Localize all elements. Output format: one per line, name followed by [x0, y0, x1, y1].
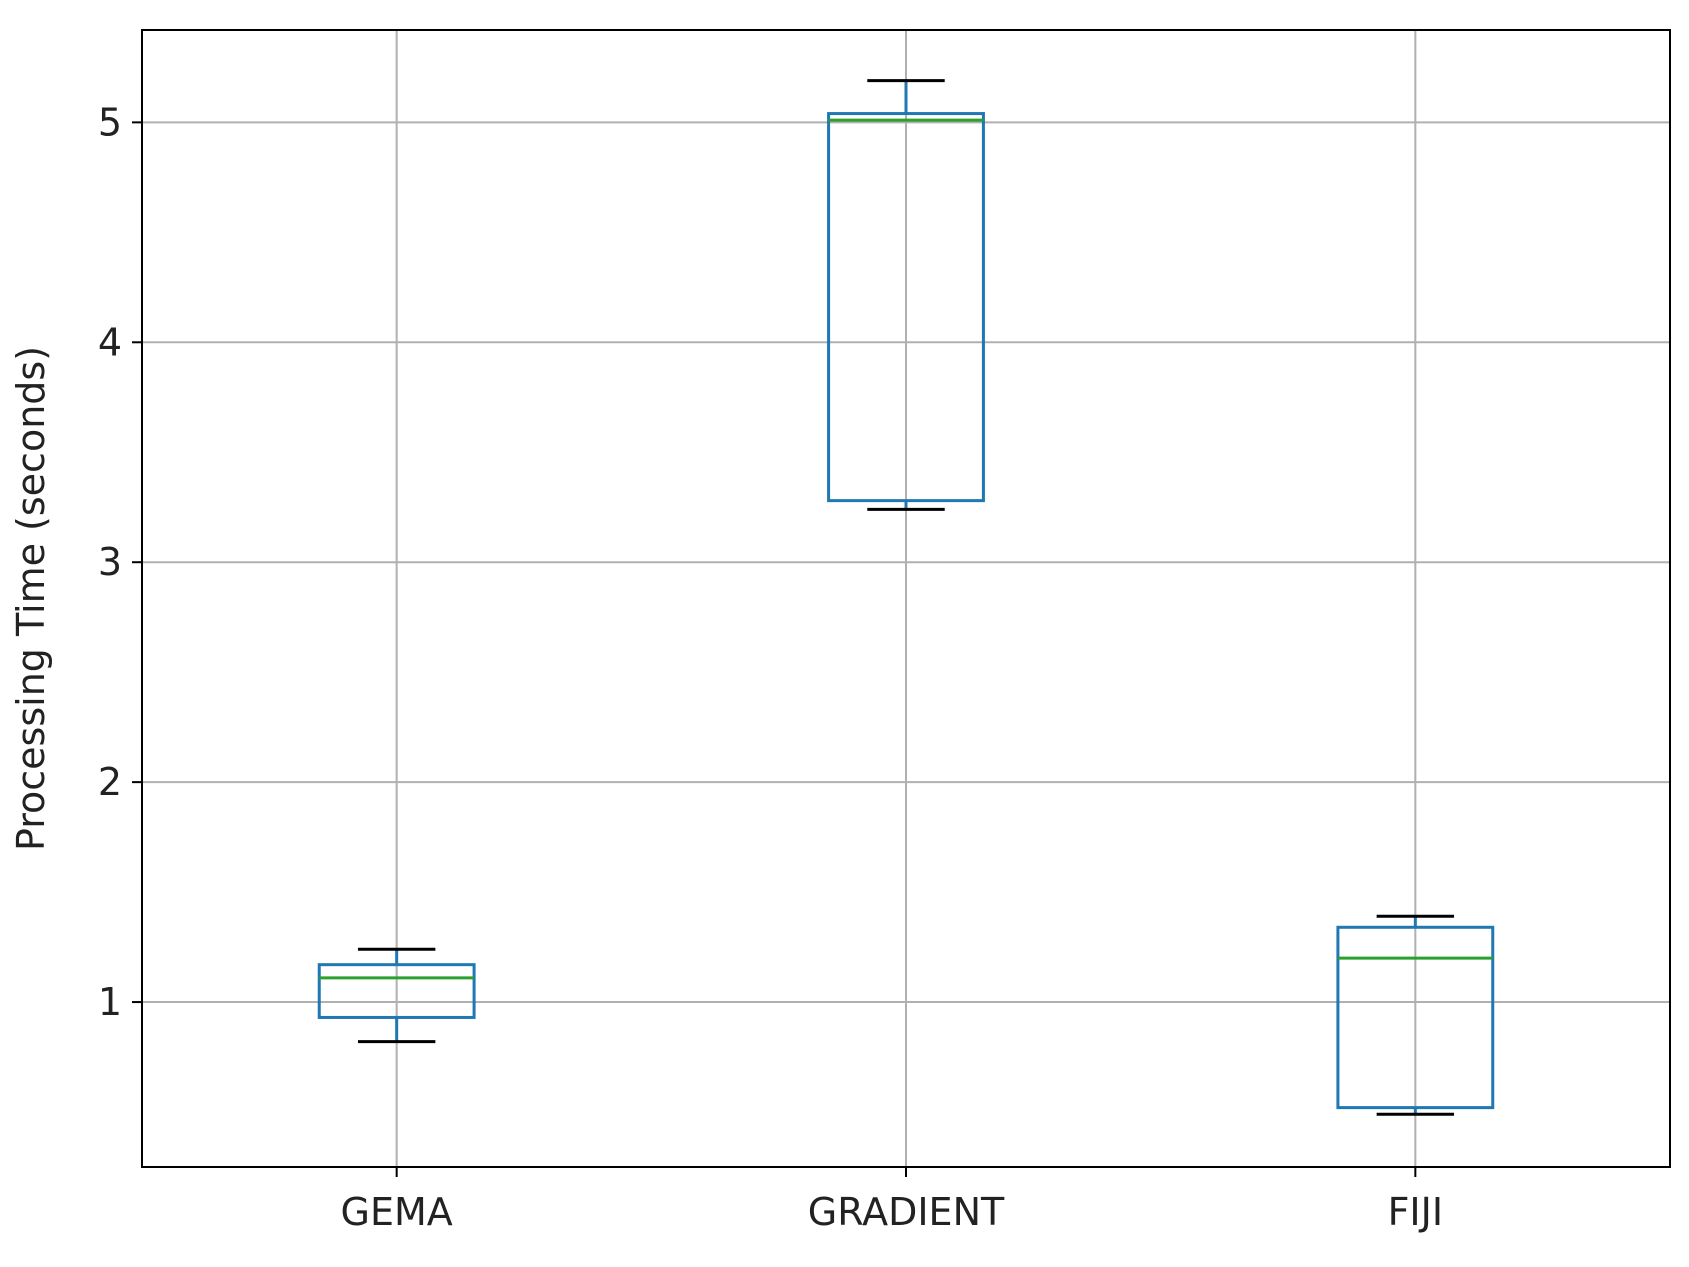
- box-fiji: [1336, 914, 1495, 1116]
- y-tick-label: 2: [98, 760, 122, 804]
- grid: [142, 30, 1670, 1167]
- box-body: [317, 963, 476, 1019]
- ticks: 1 2 3 4 5 GEMA GRADIENT FIJI: [98, 100, 1443, 1234]
- y-tick-label: 3: [98, 540, 122, 584]
- box-body: [1336, 925, 1495, 1110]
- y-tick-label: 5: [98, 100, 122, 144]
- x-tick-label: GRADIENT: [808, 1190, 1005, 1234]
- y-axis-label: Processing Time (seconds): [9, 346, 53, 851]
- box-gema: [317, 947, 476, 1044]
- box-gradient: [827, 79, 985, 511]
- x-tick-label: GEMA: [341, 1190, 453, 1234]
- y-tick-label: 1: [98, 980, 122, 1024]
- box-body: [827, 112, 985, 503]
- x-tick-label: FIJI: [1388, 1190, 1443, 1234]
- y-tick-label: 4: [98, 320, 122, 364]
- boxes: [317, 79, 1495, 1116]
